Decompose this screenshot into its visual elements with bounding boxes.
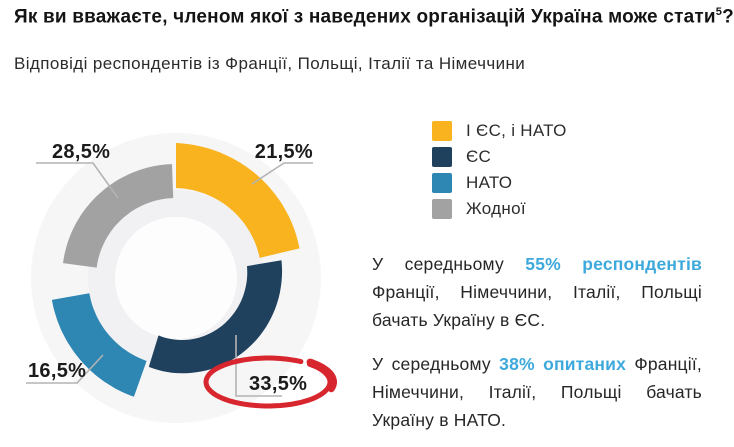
- red-circle-annotation-tail: [306, 358, 337, 393]
- legend-swatch-both: [432, 121, 452, 141]
- insight-eu-post: Франції, Німеччини, Італії, Польщі бачат…: [372, 282, 702, 330]
- legend-label-eu: ЄС: [466, 147, 492, 166]
- chart-hole: [115, 217, 237, 339]
- leader-line-eu: [235, 335, 282, 397]
- segment-label-none: 28,5%: [52, 141, 110, 163]
- page-subtitle: Відповіді респондентів із Франції, Польщ…: [14, 54, 526, 73]
- donut-segment-ЄС: [148, 260, 283, 374]
- legend-label-nato: НАТО: [466, 173, 513, 192]
- footnote-marker: 5: [715, 6, 723, 18]
- insight-nato-text: У середньому 38% опитаних Франції, Німеч…: [372, 350, 702, 434]
- legend-item-both: І ЄС, і НАТО: [432, 121, 567, 141]
- leader-line-none: [36, 162, 119, 199]
- segment-label-nato: 16,5%: [28, 360, 86, 382]
- legend-item-nato: НАТО: [432, 173, 567, 193]
- legend-label-none: Жодної: [466, 199, 526, 218]
- insight-nato-highlight: 38% опитаних: [499, 354, 627, 374]
- page-title-text: Як ви вважаєте, членом якої з наведених …: [14, 6, 716, 28]
- leader-line-both: [251, 162, 313, 185]
- leader-line-nato: [26, 354, 104, 384]
- page-title: Як ви вважаєте, членом якої з наведених …: [14, 6, 734, 28]
- insight-eu-pre: У середньому: [372, 254, 526, 274]
- donut-segment-НАТО: [51, 293, 147, 397]
- insight-eu-text: У середньому 55% респондентів Франції, Н…: [372, 250, 702, 334]
- legend-swatch-nato: [432, 173, 452, 193]
- legend-swatch-eu: [432, 147, 452, 167]
- legend-swatch-none: [432, 199, 452, 219]
- segment-label-eu: 33,5%: [249, 373, 307, 395]
- insight-nato-post: Франції, Німеччини, Італії, Польщі бачат…: [372, 354, 702, 430]
- donut-segment-І ЄС, і НАТО: [176, 143, 300, 258]
- page-title-suffix: ?: [722, 6, 734, 28]
- insight-nato-pre: У середньому: [372, 354, 500, 374]
- segment-label-both: 21,5%: [255, 141, 313, 163]
- legend-label-both: І ЄС, і НАТО: [466, 121, 567, 140]
- insight-eu-highlight: 55% респондентів: [525, 254, 702, 274]
- donut-segments: [51, 143, 300, 397]
- legend-item-none: Жодної: [432, 199, 567, 219]
- donut-segment-Жодної: [63, 164, 174, 268]
- donut-chart: 21,5% 28,5% 16,5% 33,5%: [26, 133, 337, 423]
- legend-item-eu: ЄС: [432, 147, 567, 167]
- legend: І ЄС, і НАТО ЄС НАТО Жодної: [432, 121, 567, 225]
